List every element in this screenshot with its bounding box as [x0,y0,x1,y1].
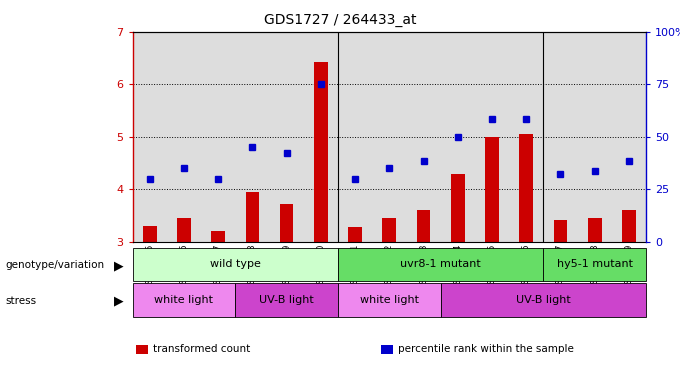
Bar [133,248,338,281]
Bar [201,32,235,242]
Text: stress: stress [5,296,37,306]
Bar [235,32,269,242]
Bar [543,32,577,242]
Bar [211,231,225,242]
Bar [348,227,362,242]
Bar [475,32,509,242]
Bar [269,32,304,242]
Text: ▶: ▶ [114,295,124,307]
Text: uvr8-1 mutant: uvr8-1 mutant [401,260,481,269]
Bar [338,32,372,242]
Bar [577,32,612,242]
Text: hy5-1 mutant: hy5-1 mutant [557,260,632,269]
Text: percentile rank within the sample: percentile rank within the sample [398,345,574,354]
Bar [485,137,499,242]
Bar [177,218,191,242]
Bar [314,62,328,242]
Bar [167,32,201,242]
Bar [407,32,441,242]
Bar [338,283,441,317]
Bar [235,283,338,317]
Text: wild type: wild type [210,260,260,269]
Bar [509,32,543,242]
Text: white light: white light [154,295,214,305]
Text: transformed count: transformed count [153,345,250,354]
Bar [382,218,396,242]
Bar [612,32,646,242]
Text: genotype/variation: genotype/variation [5,261,105,270]
Bar [372,32,407,242]
Text: UV-B light: UV-B light [516,295,571,305]
Text: GDS1727 / 264433_at: GDS1727 / 264433_at [264,13,416,27]
Bar [441,283,646,317]
Bar [622,210,636,242]
Bar [520,134,533,242]
Bar [133,283,235,317]
Bar [279,204,294,242]
Bar [588,218,602,242]
Bar [451,174,464,242]
Text: ▶: ▶ [114,259,124,272]
Bar [245,192,259,242]
Bar [338,248,543,281]
Bar [554,220,567,242]
Text: white light: white light [360,295,419,305]
Bar [133,32,167,242]
Bar [441,32,475,242]
Bar [143,226,156,242]
Bar [417,210,430,242]
Bar [543,248,646,281]
Text: UV-B light: UV-B light [259,295,314,305]
Bar [304,32,338,242]
